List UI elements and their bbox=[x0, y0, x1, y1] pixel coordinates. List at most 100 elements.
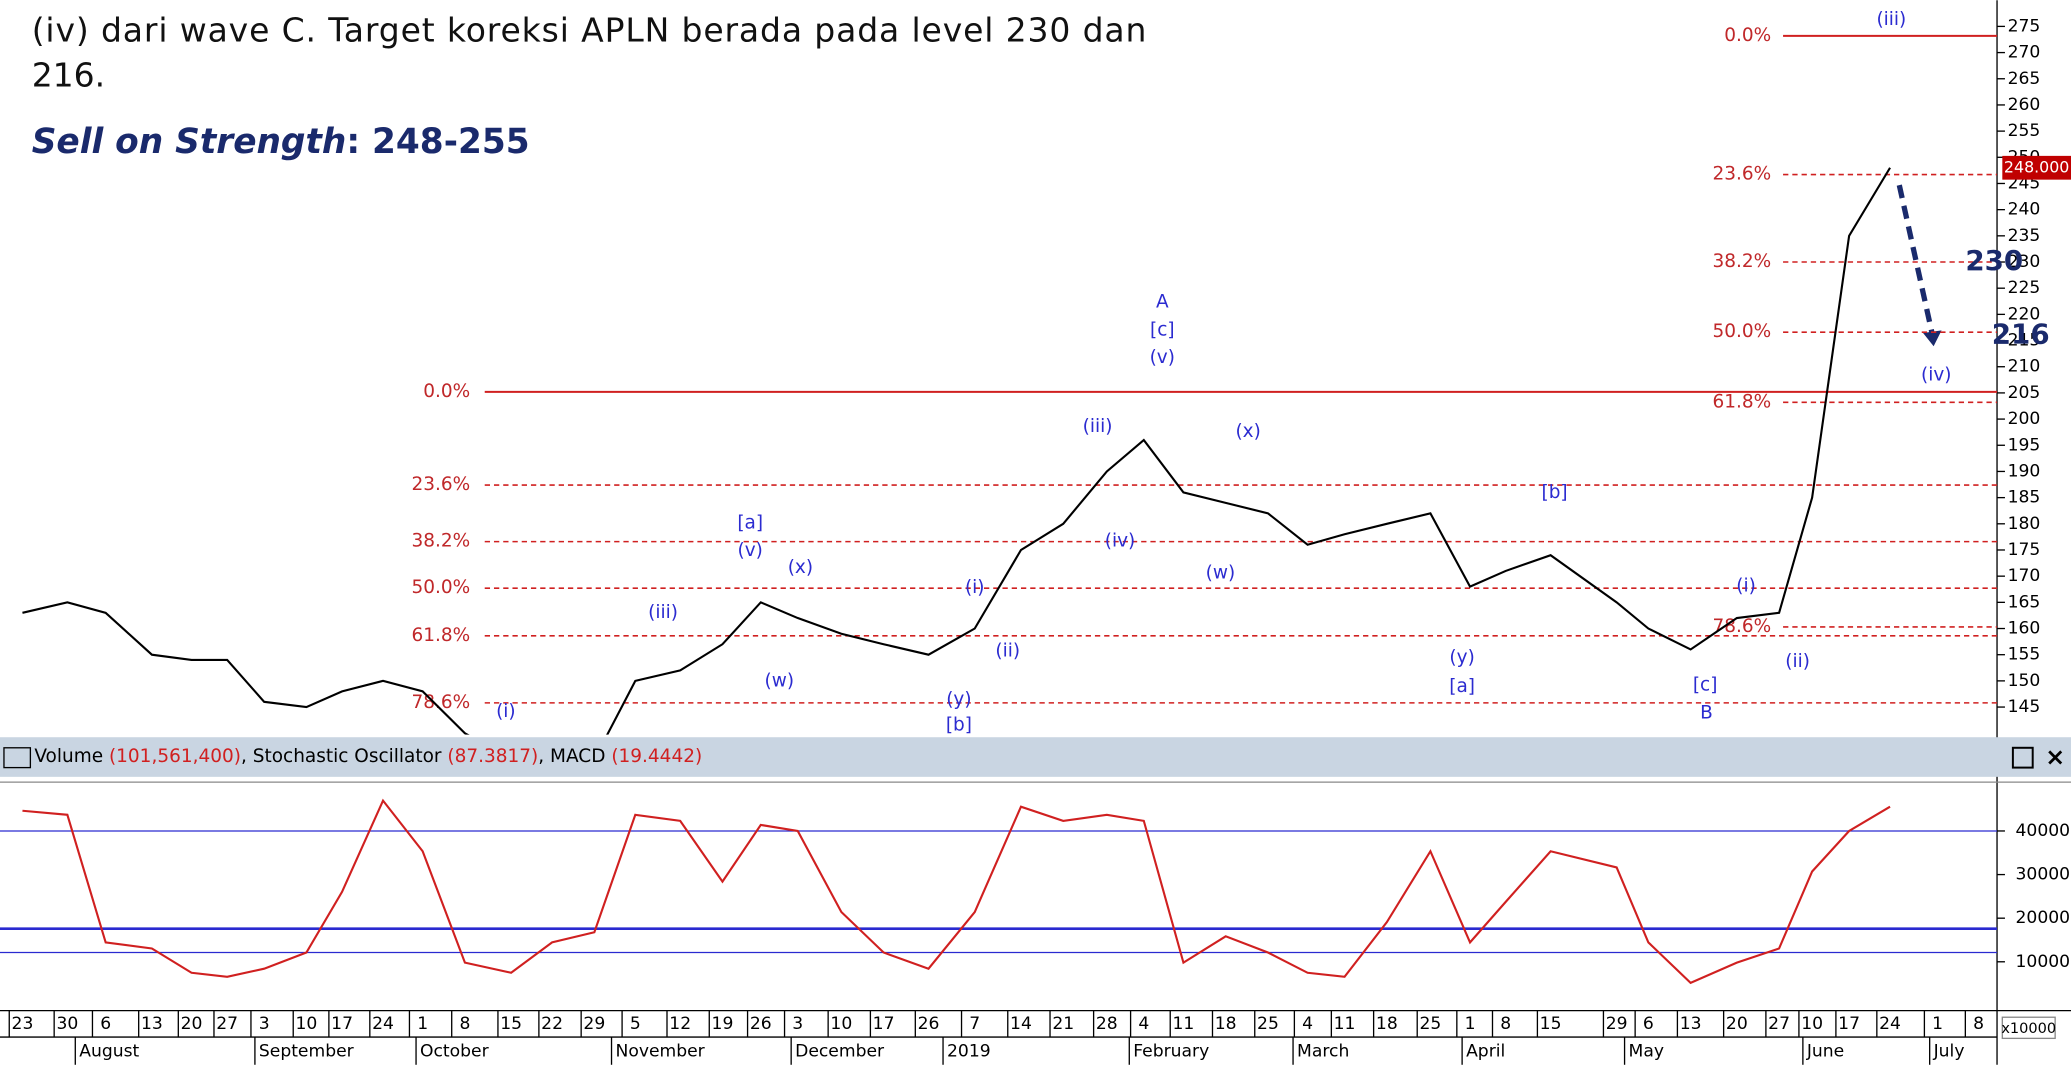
date-label: 24 bbox=[1879, 1014, 1901, 1034]
date-label: 14 bbox=[1010, 1014, 1032, 1034]
fib-label: 78.6% bbox=[1712, 616, 1771, 637]
strategy-label: Sell on Strength bbox=[32, 121, 347, 161]
y-tick-label: 150 bbox=[2008, 671, 2041, 691]
y2-tick-label: 40000 bbox=[2016, 821, 2071, 841]
date-label: 29 bbox=[583, 1014, 605, 1034]
fib-label: 23.6% bbox=[1712, 164, 1771, 185]
date-label: 15 bbox=[500, 1014, 522, 1034]
y-tick-label: 235 bbox=[2008, 226, 2041, 246]
fib-label: 61.8% bbox=[1712, 391, 1771, 412]
wave-label: (w) bbox=[764, 671, 794, 692]
date-label: 30 bbox=[56, 1014, 78, 1034]
date-label: 15 bbox=[1540, 1014, 1562, 1034]
month-label: April bbox=[1466, 1042, 1505, 1062]
header-part: (87.3817) bbox=[447, 746, 538, 767]
y-tick-label: 255 bbox=[2008, 121, 2041, 141]
date-label: 13 bbox=[141, 1014, 163, 1034]
date-label: 26 bbox=[750, 1014, 772, 1034]
date-label: 17 bbox=[331, 1014, 353, 1034]
wave-label: (x) bbox=[1235, 421, 1260, 442]
wave-label: [c] bbox=[1150, 319, 1175, 340]
y-tick-label: 230 bbox=[2008, 252, 2041, 272]
date-label: 8 bbox=[459, 1014, 470, 1034]
month-label: October bbox=[420, 1042, 490, 1062]
date-label: 27 bbox=[1768, 1014, 1790, 1034]
y-tick-label: 145 bbox=[2008, 697, 2041, 717]
date-label: 4 bbox=[1302, 1014, 1313, 1034]
wave-label: (x) bbox=[788, 557, 813, 578]
wave-label: [b] bbox=[1541, 482, 1567, 503]
date-label: 19 bbox=[712, 1014, 734, 1034]
strategy-value: : 248-255 bbox=[346, 121, 529, 161]
y2-tick-label: 20000 bbox=[2016, 908, 2071, 928]
month-label: 2019 bbox=[947, 1042, 991, 1062]
wave-label: (iv) bbox=[1105, 531, 1136, 552]
wave-label: A bbox=[1156, 292, 1169, 313]
month-label: August bbox=[79, 1042, 139, 1062]
panel-icon bbox=[3, 747, 32, 769]
date-label: 8 bbox=[1500, 1014, 1511, 1034]
y-tick-label: 240 bbox=[2008, 200, 2041, 220]
date-label: 17 bbox=[1838, 1014, 1860, 1034]
date-label: 10 bbox=[830, 1014, 852, 1034]
date-label: 23 bbox=[12, 1014, 34, 1034]
date-label: 5 bbox=[630, 1014, 641, 1034]
fib-label: 38.2% bbox=[1712, 251, 1771, 272]
header-part: (101,561,400) bbox=[109, 746, 241, 767]
y-tick-label: 165 bbox=[2008, 592, 2041, 612]
wave-label: (iii) bbox=[1876, 9, 1906, 30]
close-button[interactable]: × bbox=[2045, 743, 2065, 771]
wave-label: (y) bbox=[946, 689, 971, 710]
date-label: 21 bbox=[1052, 1014, 1074, 1034]
y2-tick-label: 10000 bbox=[2016, 952, 2071, 972]
paragraph-line: 216. bbox=[32, 55, 105, 94]
date-label: 3 bbox=[792, 1014, 803, 1034]
wave-label: B bbox=[1700, 702, 1713, 723]
panel-header-bar bbox=[0, 737, 2071, 777]
month-label: November bbox=[615, 1042, 705, 1062]
panel-header: Volume (101,561,400), Stochastic Oscilla… bbox=[34, 746, 702, 767]
wave-label: (iii) bbox=[1083, 416, 1113, 437]
arrow-head bbox=[1923, 330, 1942, 347]
date-label: 18 bbox=[1376, 1014, 1398, 1034]
y-tick-label: 205 bbox=[2008, 383, 2041, 403]
date-label: 11 bbox=[1173, 1014, 1195, 1034]
y-tick-label: 155 bbox=[2008, 645, 2041, 665]
date-label: 25 bbox=[1419, 1014, 1441, 1034]
date-label: 6 bbox=[1643, 1014, 1654, 1034]
date-label: 24 bbox=[372, 1014, 394, 1034]
date-label: 1 bbox=[1465, 1014, 1476, 1034]
y2-tick-label: 30000 bbox=[2016, 865, 2071, 885]
month-label: July bbox=[1933, 1042, 1965, 1062]
maximize-button[interactable] bbox=[2011, 746, 2034, 769]
date-label: 13 bbox=[1680, 1014, 1702, 1034]
date-label: 22 bbox=[541, 1014, 563, 1034]
fib-label: 50.0% bbox=[1712, 321, 1771, 342]
fib-label: 38.2% bbox=[411, 531, 470, 552]
y-tick-label: 275 bbox=[2008, 16, 2041, 36]
price-line bbox=[22, 167, 1891, 735]
fib-label: 61.8% bbox=[411, 625, 470, 646]
wave-label: [a] bbox=[1449, 676, 1475, 697]
month-label: December bbox=[795, 1042, 885, 1062]
date-label: 11 bbox=[1334, 1014, 1356, 1034]
date-label: 10 bbox=[1801, 1014, 1823, 1034]
date-label: 6 bbox=[100, 1014, 111, 1034]
date-label: 26 bbox=[918, 1014, 940, 1034]
wave-label: (i) bbox=[965, 577, 985, 598]
y-tick-label: 190 bbox=[2008, 461, 2041, 481]
month-label: February bbox=[1133, 1042, 1209, 1062]
month-label: May bbox=[1629, 1042, 1664, 1062]
fib-label: 0.0% bbox=[1724, 25, 1771, 46]
multiplier: x10000 bbox=[2001, 1021, 2056, 1037]
date-label: 20 bbox=[1726, 1014, 1748, 1034]
date-label: 27 bbox=[216, 1014, 238, 1034]
date-label: 28 bbox=[1096, 1014, 1118, 1034]
y-tick-label: 225 bbox=[2008, 278, 2041, 298]
date-label: 25 bbox=[1257, 1014, 1279, 1034]
fib-label: 0.0% bbox=[423, 381, 470, 402]
wave-label: (v) bbox=[738, 540, 763, 561]
date-label: 12 bbox=[669, 1014, 691, 1034]
y-tick-label: 215 bbox=[2008, 331, 2041, 351]
y-tick-label: 185 bbox=[2008, 488, 2041, 508]
